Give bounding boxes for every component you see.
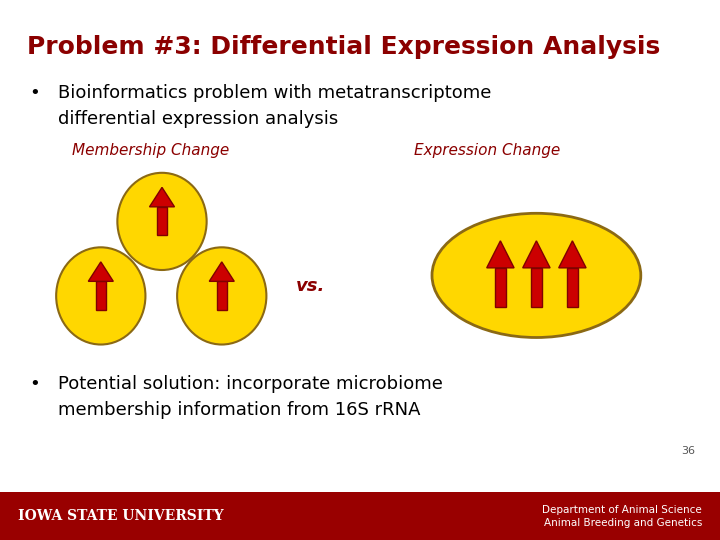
Ellipse shape xyxy=(56,247,145,345)
Text: •: • xyxy=(29,84,40,102)
Text: Membership Change: Membership Change xyxy=(72,143,229,158)
Text: membership information from 16S rRNA: membership information from 16S rRNA xyxy=(58,401,420,419)
Polygon shape xyxy=(523,241,550,268)
Polygon shape xyxy=(150,187,174,207)
Ellipse shape xyxy=(117,173,207,270)
Text: 36: 36 xyxy=(681,446,695,456)
Bar xyxy=(0,492,720,540)
Bar xyxy=(531,268,542,307)
Text: differential expression analysis: differential expression analysis xyxy=(58,110,338,127)
Text: •: • xyxy=(29,375,40,393)
Text: Bioinformatics problem with metatranscriptome: Bioinformatics problem with metatranscri… xyxy=(58,84,491,102)
Text: vs.: vs. xyxy=(297,277,325,295)
Polygon shape xyxy=(89,262,113,281)
Text: Potential solution: incorporate microbiome: Potential solution: incorporate microbio… xyxy=(58,375,443,393)
Bar xyxy=(96,281,106,309)
Polygon shape xyxy=(487,241,514,268)
Polygon shape xyxy=(559,241,586,268)
Bar xyxy=(157,207,167,235)
Text: Problem #3: Differential Expression Analysis: Problem #3: Differential Expression Anal… xyxy=(27,35,661,59)
Ellipse shape xyxy=(177,247,266,345)
Polygon shape xyxy=(210,262,234,281)
Text: Expression Change: Expression Change xyxy=(414,143,560,158)
Text: IOWA STATE UNIVERSITY: IOWA STATE UNIVERSITY xyxy=(18,509,224,523)
Bar xyxy=(217,281,227,309)
Bar xyxy=(567,268,578,307)
Text: Department of Animal Science
Animal Breeding and Genetics: Department of Animal Science Animal Bree… xyxy=(542,505,702,528)
Ellipse shape xyxy=(432,213,641,338)
Bar xyxy=(495,268,506,307)
